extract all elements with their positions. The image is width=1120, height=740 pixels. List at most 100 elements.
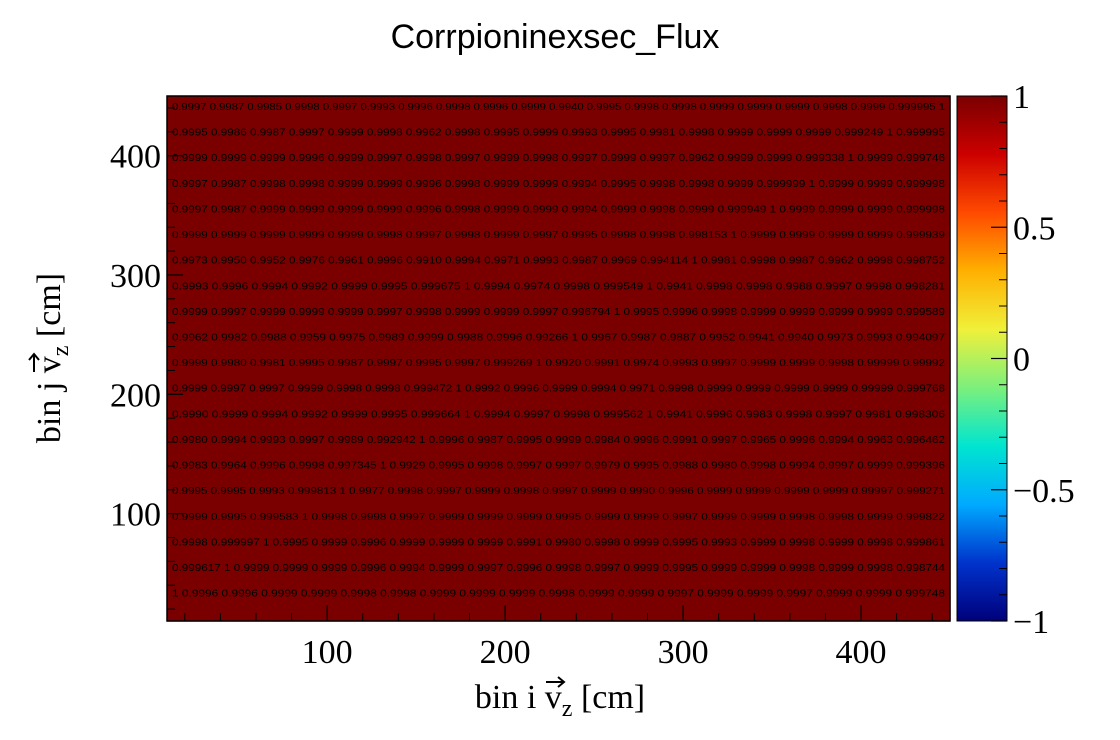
heatmap-cell bbox=[807, 215, 844, 240]
heatmap-cell bbox=[309, 263, 346, 288]
heatmap-cell bbox=[522, 191, 560, 216]
heatmap-cell bbox=[416, 167, 453, 193]
heatmap-cell bbox=[736, 263, 773, 288]
heatmap-cell bbox=[522, 573, 560, 598]
heatmap-cell bbox=[594, 119, 631, 145]
heatmap-cell bbox=[202, 263, 239, 288]
heatmap-cell bbox=[700, 191, 738, 216]
cell-value-label-row: 0.9999 0.9999 0.9999 0.9999 0.9999 0.999… bbox=[172, 230, 946, 241]
heatmap-cell bbox=[558, 263, 595, 288]
heatmap-cell bbox=[202, 167, 239, 193]
heatmap-cell bbox=[665, 96, 702, 121]
heatmap-cell bbox=[843, 167, 880, 193]
heatmap-cell bbox=[878, 549, 916, 574]
heatmap-cell bbox=[843, 215, 880, 240]
heatmap-cell bbox=[202, 286, 239, 312]
heatmap-cell bbox=[878, 358, 916, 383]
cell-value-label-row: 0.9995 0.9986 0.9987 0.9997 0.9999 0.999… bbox=[172, 128, 946, 139]
heatmap-cell bbox=[202, 119, 239, 145]
heatmap-cell bbox=[344, 119, 382, 145]
heatmap-cell bbox=[736, 215, 773, 240]
heatmap-cell bbox=[700, 358, 738, 383]
heatmap-cell bbox=[451, 119, 488, 145]
cell-value-label-row: 0.9999 0.9997 0.9997 0.9999 0.9998 0.999… bbox=[172, 384, 946, 395]
x-tick-label: 200 bbox=[480, 634, 531, 671]
heatmap-cell bbox=[238, 310, 275, 336]
heatmap-cell bbox=[772, 286, 809, 312]
x-axis-vector-arrow bbox=[546, 676, 566, 688]
heatmap-cell bbox=[380, 477, 417, 503]
heatmap-cell bbox=[914, 96, 951, 121]
heatmap-cell bbox=[309, 525, 346, 551]
heatmap-cell bbox=[558, 382, 595, 407]
heatmap-cell bbox=[629, 382, 666, 407]
heatmap-cell bbox=[344, 453, 382, 479]
heatmap-cell bbox=[238, 406, 275, 431]
heatmap-cell bbox=[878, 406, 916, 431]
heatmap-cell bbox=[451, 382, 488, 407]
heatmap-cell bbox=[772, 191, 809, 216]
cell-value-label-row: 0.9997 0.9987 0.9998 0.9998 0.9999 0.999… bbox=[172, 179, 946, 190]
plot-frame bbox=[166, 95, 951, 622]
heatmap-cell bbox=[238, 143, 275, 169]
x-axis: 100 200 300 400 bbox=[184, 605, 933, 671]
heatmap-cell bbox=[273, 286, 310, 312]
heatmap-cell bbox=[736, 406, 773, 431]
heatmap-cell bbox=[843, 382, 880, 407]
heatmap-cell bbox=[380, 310, 417, 336]
heatmap-cell bbox=[416, 143, 453, 169]
heatmap-cell bbox=[273, 215, 310, 240]
heatmap-cell bbox=[665, 334, 702, 360]
heatmap-cell bbox=[665, 119, 702, 145]
heatmap-cell bbox=[629, 334, 666, 360]
z-tick-label: 0.5 bbox=[1013, 210, 1056, 247]
heatmap-cell bbox=[416, 191, 453, 216]
cell-value-label-row: 0.9990 0.9999 0.9994 0.9992 0.9999 0.999… bbox=[172, 409, 946, 420]
heatmap-cell bbox=[487, 430, 524, 455]
heatmap-cell bbox=[273, 573, 310, 598]
heatmap-cell bbox=[665, 215, 702, 240]
heatmap-cell bbox=[665, 263, 702, 288]
heatmap-cell bbox=[878, 501, 916, 527]
heatmap-cell bbox=[380, 263, 417, 288]
heatmap-cell bbox=[878, 263, 916, 288]
cell-value-labels: 0.9997 0.9987 0.9985 0.9998 0.9997 0.999… bbox=[172, 102, 946, 600]
heatmap-cell bbox=[772, 549, 809, 574]
heatmap-cell bbox=[700, 382, 738, 407]
heatmap-cell bbox=[629, 573, 666, 598]
cell-value-label-row: 0.9997 0.9987 0.9985 0.9998 0.9997 0.999… bbox=[172, 102, 945, 113]
heatmap-cell bbox=[629, 215, 666, 240]
heatmap-cell bbox=[807, 525, 844, 551]
heatmap-cell bbox=[878, 477, 916, 503]
heatmap-cell bbox=[273, 525, 310, 551]
heatmap-cell bbox=[629, 525, 666, 551]
heatmap-cell bbox=[594, 215, 631, 240]
x-tick-label: 400 bbox=[836, 634, 887, 671]
heatmap-cell bbox=[344, 286, 382, 312]
heatmap-cell bbox=[772, 96, 809, 121]
heatmap-cell bbox=[772, 358, 809, 383]
heatmap-cell bbox=[700, 286, 738, 312]
heatmap-cell bbox=[807, 239, 844, 264]
heatmap-cell bbox=[273, 430, 310, 455]
heatmap-cell bbox=[665, 573, 702, 598]
heatmap-cell bbox=[629, 358, 666, 383]
heatmap-cell bbox=[558, 525, 595, 551]
heatmap-cell bbox=[914, 119, 951, 145]
heatmap-cell bbox=[273, 167, 310, 193]
heatmap-cell bbox=[309, 358, 346, 383]
z-tick-label: −0.5 bbox=[1013, 473, 1075, 510]
heatmap-cell bbox=[309, 310, 346, 336]
heatmap-cell bbox=[843, 96, 880, 121]
heatmap-cell bbox=[843, 310, 880, 336]
heatmap-cell bbox=[273, 406, 310, 431]
heatmap-cell bbox=[843, 334, 880, 360]
y-axis-title-sub: z bbox=[48, 346, 74, 357]
heatmap-cell bbox=[772, 167, 809, 193]
heatmap-cell bbox=[273, 119, 310, 145]
heatmap-cell bbox=[878, 382, 916, 407]
heatmap-cell bbox=[522, 382, 560, 407]
heatmap-cell bbox=[594, 549, 631, 574]
heatmap-cell bbox=[487, 167, 524, 193]
